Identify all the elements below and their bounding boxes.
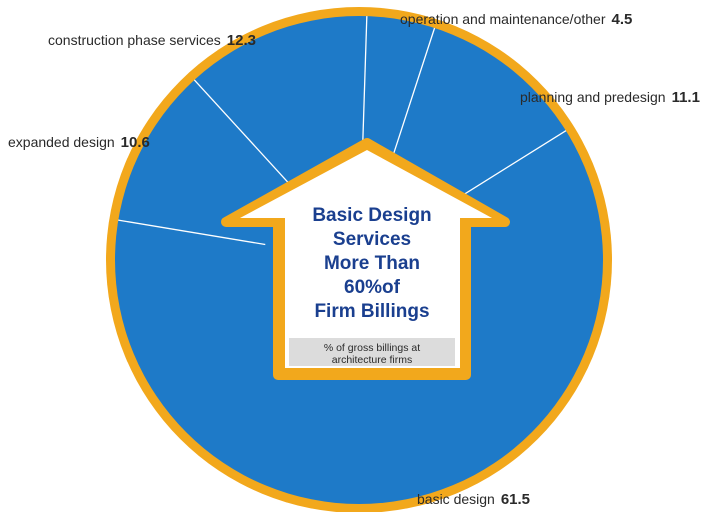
slice-label-expanded-design: expanded design 10.6 bbox=[8, 134, 150, 151]
caption-background bbox=[289, 338, 455, 366]
slice-label-basic-design: basic design 61.5 bbox=[417, 491, 530, 508]
chart-title-line-4: 60%of bbox=[344, 277, 401, 298]
slice-divider-2 bbox=[118, 219, 266, 246]
house-arrow bbox=[221, 138, 510, 380]
chart-title-line-2: Services bbox=[333, 229, 411, 250]
house-arrow-body bbox=[240, 150, 492, 368]
chart-title-line-1: Basic Design bbox=[312, 205, 431, 226]
chart-title-line-3: More Than bbox=[324, 253, 420, 274]
chart-caption-line-2: architecture firms bbox=[332, 354, 413, 366]
slice-label-construction-phase-services: construction phase services 12.3 bbox=[48, 32, 256, 49]
chart-title-line-5: Firm Billings bbox=[314, 301, 429, 322]
slice-label-operation-and-maintenance: operation and maintenance/other 4.5 bbox=[400, 11, 632, 28]
slice-divider-3 bbox=[193, 79, 296, 191]
slice-divider-5 bbox=[387, 27, 436, 170]
slice-label-planning-and-predesign: planning and predesign 11.1 bbox=[520, 89, 700, 106]
chart-caption-line-1: % of gross billings at bbox=[324, 342, 420, 354]
